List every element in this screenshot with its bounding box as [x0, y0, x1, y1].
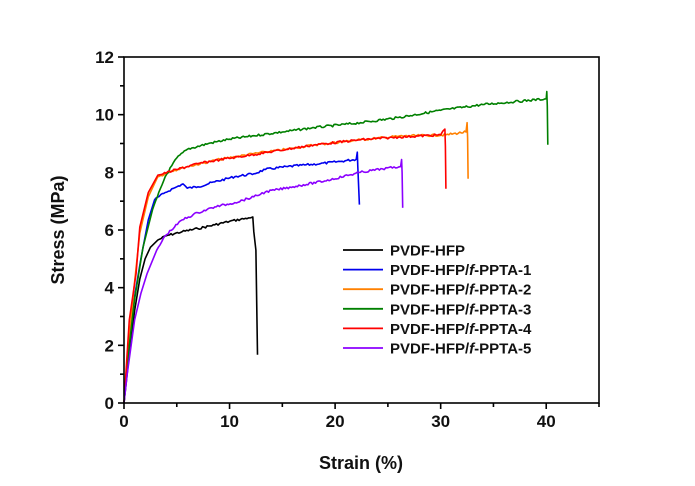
x-axis-title: Strain (%): [319, 453, 403, 473]
y-tick-label: 8: [105, 163, 114, 182]
legend-label-part: f: [469, 262, 476, 279]
y-tick-label: 10: [95, 106, 114, 125]
legend-label-part: f: [469, 282, 476, 299]
legend-label: PVDF-HFP/f-PPTA-1: [390, 262, 531, 279]
legend-label: PVDF-HFP/f-PPTA-4: [390, 321, 532, 338]
series-line-1: [123, 216, 259, 404]
legend-item: PVDF-HFP/f-PPTA-4: [343, 321, 532, 338]
legend-label-part: f: [469, 341, 476, 358]
y-axis-title: Stress (MPa): [48, 175, 68, 284]
series-layer: [123, 90, 549, 404]
x-tick-label: 20: [326, 412, 345, 431]
legend-label: PVDF-HFP: [390, 243, 465, 260]
legend-label-part: PVDF-HFP/: [390, 341, 470, 358]
legend-label-part: -PPTA-1: [474, 262, 531, 279]
x-tick-label: 10: [220, 412, 239, 431]
legend-item: PVDF-HFP/f-PPTA-1: [343, 262, 531, 279]
legend-label-part: f: [469, 301, 476, 318]
series-line-2: [123, 151, 361, 404]
legend-label-part: f: [469, 321, 476, 338]
legend-item: PVDF-HFP: [343, 243, 465, 260]
y-tick-label: 0: [105, 394, 114, 413]
x-axis-tick-labels: 0 10 20 30 40: [119, 412, 555, 431]
legend: PVDF-HFPPVDF-HFP/f-PPTA-1PVDF-HFP/f-PPTA…: [343, 243, 532, 358]
series-line-6: [123, 158, 404, 404]
legend-item: PVDF-HFP/f-PPTA-2: [343, 282, 531, 299]
x-axis-ticks: [123, 403, 600, 409]
legend-label: PVDF-HFP/f-PPTA-3: [390, 301, 531, 318]
legend-label-part: -PPTA-2: [474, 282, 531, 299]
legend-label: PVDF-HFP/f-PPTA-5: [390, 341, 531, 358]
y-axis-tick-labels: 0 2 4 6 8 10 12: [95, 48, 114, 413]
y-tick-label: 12: [95, 48, 114, 67]
legend-label-part: PVDF-HFP/: [390, 282, 470, 299]
x-tick-label: 30: [431, 412, 450, 431]
y-tick-label: 2: [105, 336, 114, 355]
legend-item: PVDF-HFP/f-PPTA-5: [343, 341, 531, 358]
legend-label-part: -PPTA-4: [474, 321, 532, 338]
legend-label-part: PVDF-HFP/: [390, 262, 470, 279]
x-tick-label: 0: [119, 412, 128, 431]
x-tick-label: 40: [537, 412, 556, 431]
y-tick-label: 6: [105, 221, 114, 240]
legend-label: PVDF-HFP/f-PPTA-2: [390, 282, 531, 299]
series-line-4: [123, 90, 549, 404]
legend-label-part: PVDF-HFP: [390, 243, 465, 260]
y-tick-label: 4: [105, 279, 115, 298]
legend-label-part: -PPTA-5: [474, 341, 531, 358]
series-line-5: [123, 128, 447, 404]
legend-label-part: PVDF-HFP/: [390, 301, 470, 318]
legend-label-part: -PPTA-3: [474, 301, 531, 318]
legend-item: PVDF-HFP/f-PPTA-3: [343, 301, 531, 318]
legend-label-part: PVDF-HFP/: [390, 321, 470, 338]
y-axis-ticks: [118, 56, 124, 404]
